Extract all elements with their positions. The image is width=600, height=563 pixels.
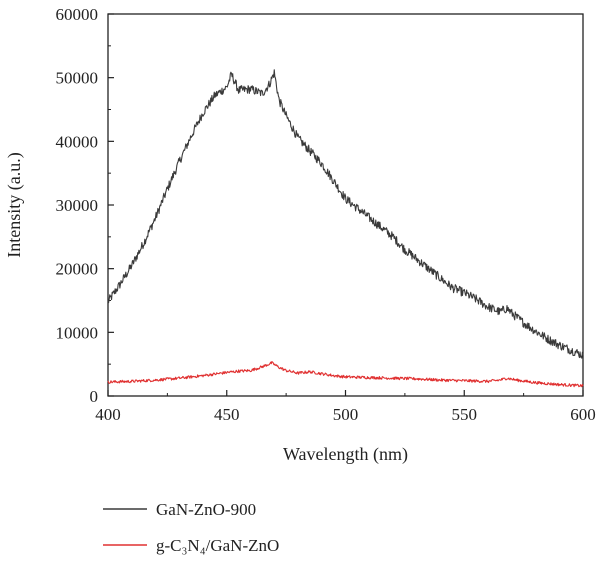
legend-label-1: g-C₃N₄/GaN-ZnO <box>156 536 279 555</box>
x-tick-label: 550 <box>452 405 478 424</box>
x-tick-label: 400 <box>95 405 121 424</box>
legend: GaN-ZnO-900 g-C₃N₄/GaN-ZnO <box>103 500 279 555</box>
series-line-1 <box>107 361 584 388</box>
y-tick-label: 30000 <box>56 196 99 215</box>
y-tick-label: 10000 <box>56 323 99 342</box>
legend-label-0: GaN-ZnO-900 <box>156 500 256 519</box>
x-axis-title: Wavelength (nm) <box>283 444 408 465</box>
series-group <box>107 69 584 388</box>
x-tick-label: 500 <box>333 405 359 424</box>
x-tick-label: 450 <box>214 405 240 424</box>
y-tick-label: 60000 <box>56 5 99 24</box>
y-tick-label: 20000 <box>56 260 99 279</box>
y-axis-title: Intensity (a.u.) <box>4 152 25 257</box>
plot-axes: 400 450 500 550 600 0 10000 20000 30000 40000 5000… <box>56 5 596 424</box>
plot-frame <box>107 13 584 397</box>
y-tick-label: 40000 <box>56 132 99 151</box>
series-line-0 <box>107 69 584 359</box>
y-tick-label: 50000 <box>56 69 99 88</box>
x-tick-label: 600 <box>570 405 596 424</box>
y-tick-label: 0 <box>90 387 99 406</box>
